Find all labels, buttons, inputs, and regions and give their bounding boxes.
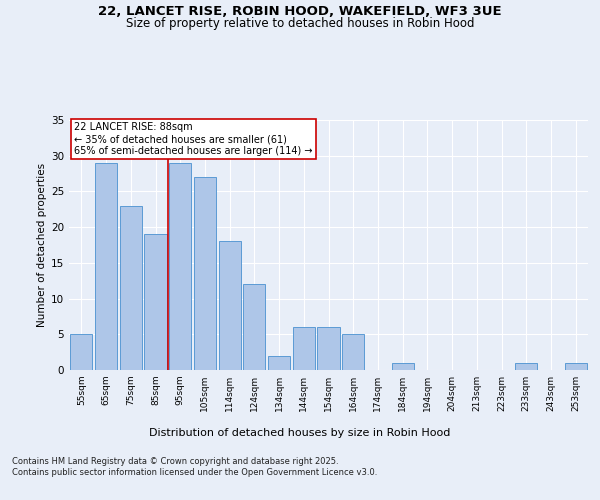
Bar	[169, 163, 191, 370]
Bar	[392, 363, 414, 370]
Bar	[317, 327, 340, 370]
Bar	[218, 242, 241, 370]
Text: 22, LANCET RISE, ROBIN HOOD, WAKEFIELD, WF3 3UE: 22, LANCET RISE, ROBIN HOOD, WAKEFIELD, …	[98, 5, 502, 18]
Y-axis label: Number of detached properties: Number of detached properties	[37, 163, 47, 327]
Text: Contains HM Land Registry data © Crown copyright and database right 2025.
Contai: Contains HM Land Registry data © Crown c…	[12, 458, 377, 477]
Bar	[243, 284, 265, 370]
Text: 22 LANCET RISE: 88sqm
← 35% of detached houses are smaller (61)
65% of semi-deta: 22 LANCET RISE: 88sqm ← 35% of detached …	[74, 122, 313, 156]
Bar	[70, 334, 92, 370]
Bar	[268, 356, 290, 370]
Bar	[145, 234, 167, 370]
Bar	[293, 327, 315, 370]
Text: Size of property relative to detached houses in Robin Hood: Size of property relative to detached ho…	[126, 18, 474, 30]
Bar	[119, 206, 142, 370]
Text: Distribution of detached houses by size in Robin Hood: Distribution of detached houses by size …	[149, 428, 451, 438]
Bar	[342, 334, 364, 370]
Bar	[515, 363, 538, 370]
Bar	[194, 177, 216, 370]
Bar	[565, 363, 587, 370]
Bar	[95, 163, 117, 370]
